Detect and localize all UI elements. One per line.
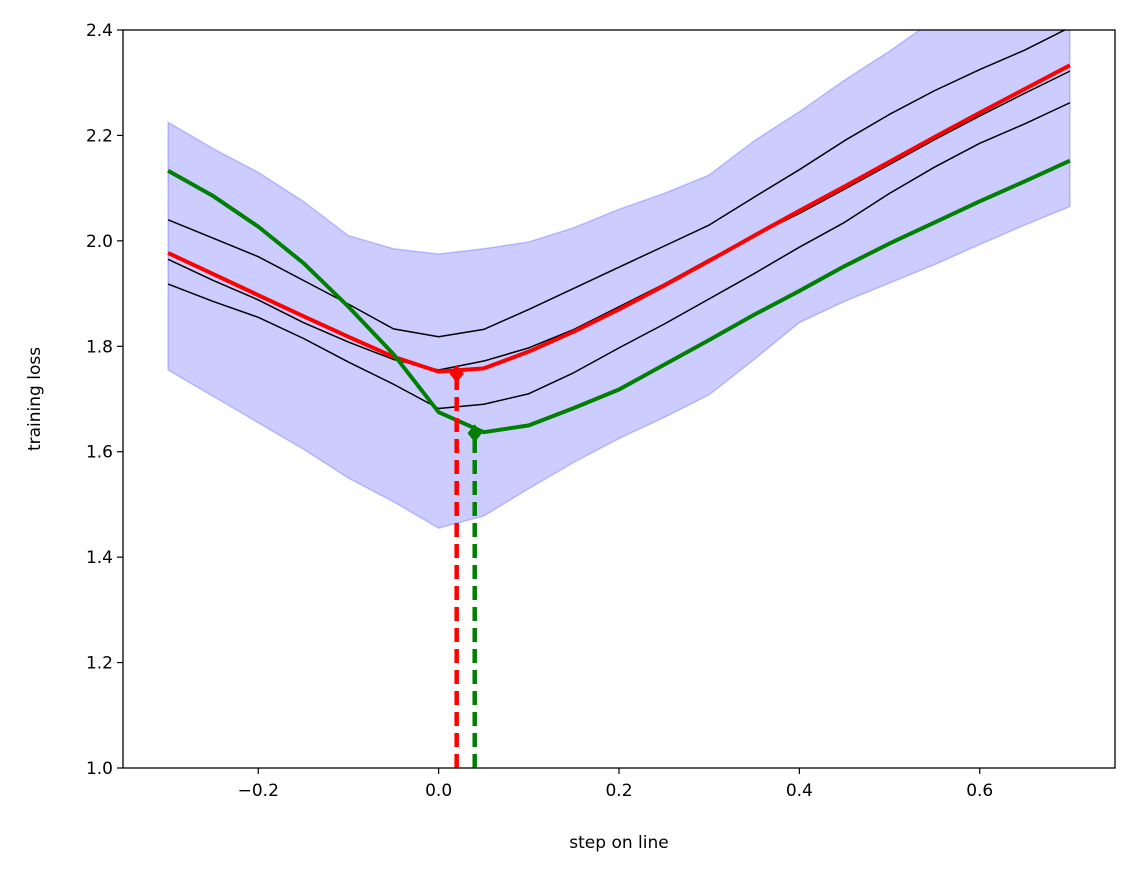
line (167, 63, 1071, 374)
band (167, 30, 1071, 529)
y-tick-label: 2.2 (86, 126, 113, 146)
x-tick-label: 0.4 (786, 781, 813, 801)
line (167, 70, 1071, 371)
y-tick-label: 2.0 (86, 232, 113, 252)
x-tick-label: 0.6 (966, 781, 993, 801)
line (167, 158, 1071, 435)
y-tick-label: 1.4 (86, 548, 113, 568)
x-axis-label: step on line (569, 833, 668, 853)
min-marker (467, 424, 482, 443)
x-tick-label: 0.0 (425, 781, 452, 801)
line (167, 30, 1067, 338)
y-axis-label: training loss (25, 347, 45, 451)
y-tick-label: 2.4 (86, 21, 113, 41)
y-tick-label: 1.8 (86, 337, 113, 357)
plot-area (167, 30, 1071, 768)
x-tick-label: 0.2 (605, 781, 632, 801)
line (167, 102, 1071, 410)
y-tick-label: 1.0 (86, 759, 113, 779)
y-tick-label: 1.2 (86, 654, 113, 674)
min-marker (449, 364, 464, 383)
y-tick-label: 1.6 (86, 443, 113, 463)
x-tick-label: −0.2 (238, 781, 279, 801)
